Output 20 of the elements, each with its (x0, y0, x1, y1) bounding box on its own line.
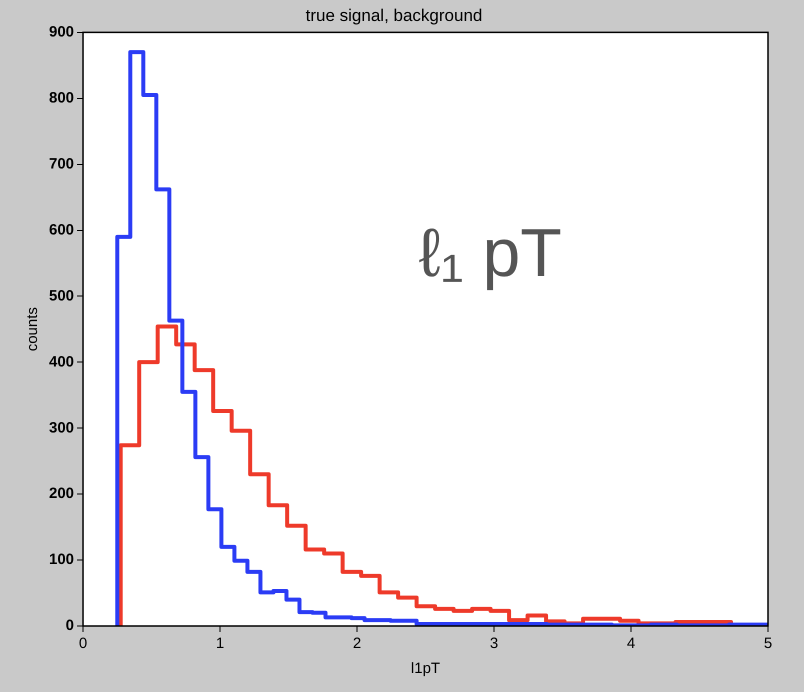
x-tick-label: 3 (490, 635, 498, 652)
y-tick-label: 900 (48, 24, 74, 41)
x-axis-title: l1pT (410, 660, 440, 678)
chart-title: true signal, background (306, 6, 482, 25)
x-tick-label: 4 (626, 635, 636, 652)
y-tick-label: 0 (66, 617, 74, 634)
y-tick-label: 200 (48, 485, 74, 502)
y-tick-label: 500 (48, 287, 74, 304)
y-axis-title: counts (24, 307, 42, 352)
x-tick-label: 2 (352, 635, 362, 652)
y-tick-label: 800 (48, 89, 74, 106)
annotation: ℓ₁ pT (418, 214, 562, 291)
y-tick-label: 100 (48, 551, 74, 568)
y-tick-label: 400 (48, 353, 74, 370)
y-tick-label: 600 (48, 221, 74, 238)
y-tick-label: 700 (48, 155, 74, 172)
y-tick-label: 300 (48, 419, 74, 436)
x-tick-label: 5 (764, 635, 772, 652)
x-tick-label: 1 (216, 635, 224, 652)
x-tick-label: 0 (78, 635, 88, 652)
